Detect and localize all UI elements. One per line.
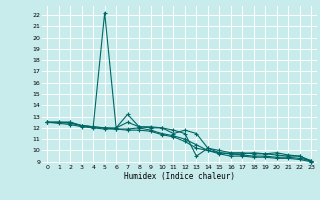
X-axis label: Humidex (Indice chaleur): Humidex (Indice chaleur) (124, 172, 235, 181)
